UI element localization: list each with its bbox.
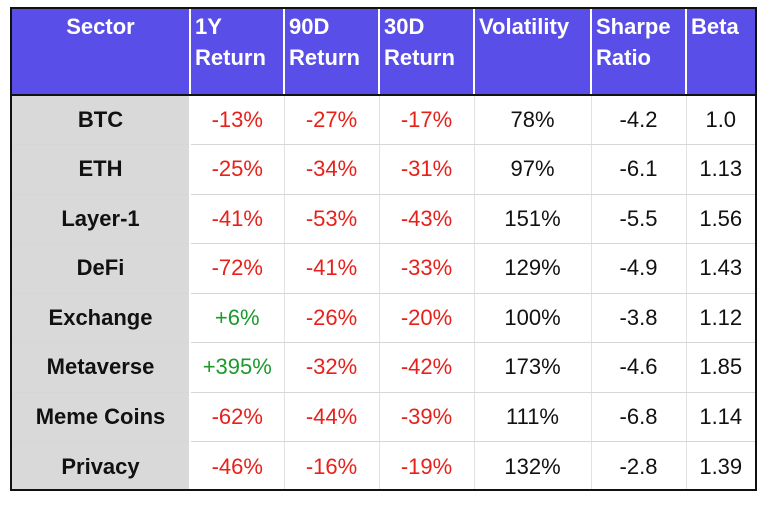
sharpe-ratio-cell: -6.1 [591, 144, 687, 195]
beta-cell: 1.56 [686, 194, 755, 244]
table-row: Privacy -46% -16% -19% 132% -2.8 1.39 [12, 441, 755, 489]
sharpe-ratio-cell: -6.8 [591, 392, 687, 442]
header-line: Return [195, 45, 266, 70]
return-30d-cell: -43% [379, 194, 475, 244]
return-30d-cell: -42% [379, 342, 475, 393]
volatility-cell: 100% [474, 293, 592, 343]
beta-cell: 1.13 [686, 144, 755, 195]
return-90d-cell: -44% [284, 392, 380, 442]
header-cell-30d-return: 30D Return [379, 9, 475, 96]
table-row: ETH -25% -34% -31% 97% -6.1 1.13 [12, 144, 755, 195]
sector-cell: ETH [12, 144, 191, 195]
beta-cell: 1.43 [686, 243, 755, 294]
table-row: Exchange +6% -26% -20% 100% -3.8 1.12 [12, 293, 755, 343]
header-cell-beta: Beta [686, 9, 755, 96]
header-line: Return [289, 45, 360, 70]
return-90d-cell: -16% [284, 441, 380, 489]
data-table: Sector 1Y Return 90D Return 30D Return V… [12, 9, 755, 489]
sector-cell: Metaverse [12, 342, 191, 393]
header-cell-volatility: Volatility [474, 9, 592, 96]
header-row: Sector 1Y Return 90D Return 30D Return V… [12, 9, 755, 96]
sharpe-ratio-cell: -3.8 [591, 293, 687, 343]
return-90d-cell: -41% [284, 243, 380, 294]
header-line: 1Y [195, 14, 222, 39]
return-30d-cell: -20% [379, 293, 475, 343]
return-1y-cell: -62% [190, 392, 285, 442]
return-30d-cell: -31% [379, 144, 475, 195]
volatility-cell: 173% [474, 342, 592, 393]
table-row: Layer-1 -41% -53% -43% 151% -5.5 1.56 [12, 194, 755, 244]
return-1y-cell: -72% [190, 243, 285, 294]
return-1y-cell: -41% [190, 194, 285, 244]
beta-cell: 1.12 [686, 293, 755, 343]
return-90d-cell: -53% [284, 194, 380, 244]
volatility-cell: 129% [474, 243, 592, 294]
return-90d-cell: -27% [284, 95, 380, 145]
return-1y-cell: -46% [190, 441, 285, 489]
header-line: Ratio [596, 45, 651, 70]
table-row: Metaverse +395% -32% -42% 173% -4.6 1.85 [12, 342, 755, 393]
sector-cell: Exchange [12, 293, 191, 343]
volatility-cell: 78% [474, 95, 592, 145]
volatility-cell: 111% [474, 392, 592, 442]
header-cell-sector: Sector [12, 9, 191, 96]
header-cell-sharpe-ratio: Sharpe Ratio [591, 9, 687, 96]
return-30d-cell: -19% [379, 441, 475, 489]
sharpe-ratio-cell: -5.5 [591, 194, 687, 244]
sharpe-ratio-cell: -4.2 [591, 95, 687, 145]
beta-cell: 1.85 [686, 342, 755, 393]
return-90d-cell: -34% [284, 144, 380, 195]
header-line: Volatility [479, 14, 570, 39]
header-cell-90d-return: 90D Return [284, 9, 380, 96]
table-row: BTC -13% -27% -17% 78% -4.2 1.0 [12, 95, 755, 145]
sector-cell: Privacy [12, 441, 191, 489]
header-line: Beta [691, 14, 739, 39]
header-line: 30D [384, 14, 425, 39]
header-cell-1y-return: 1Y Return [190, 9, 285, 96]
return-1y-cell: -13% [190, 95, 285, 145]
header-line: Sector [66, 14, 135, 39]
volatility-cell: 151% [474, 194, 592, 244]
table-row: DeFi -72% -41% -33% 129% -4.9 1.43 [12, 243, 755, 294]
table-row: Meme Coins -62% -44% -39% 111% -6.8 1.14 [12, 392, 755, 442]
volatility-cell: 97% [474, 144, 592, 195]
sector-cell: Layer-1 [12, 194, 191, 244]
header-line: Sharpe [596, 14, 671, 39]
return-1y-cell: +6% [190, 293, 285, 343]
return-30d-cell: -39% [379, 392, 475, 442]
beta-cell: 1.39 [699, 453, 743, 479]
return-1y-cell: +395% [190, 342, 285, 393]
return-30d-cell: -33% [379, 243, 475, 294]
header-line: Return [384, 45, 455, 70]
sharpe-ratio-cell: -4.6 [591, 342, 687, 393]
sector-cell: Meme Coins [12, 392, 191, 442]
sharpe-ratio-cell: -2.8 [591, 441, 687, 489]
header-line: 90D [289, 14, 330, 39]
sharpe-ratio-cell: -4.9 [591, 243, 687, 294]
beta-cell: 1.14 [686, 392, 755, 442]
return-1y-cell: -25% [190, 144, 285, 195]
beta-cell: 1.0 [686, 95, 755, 145]
table-body: BTC -13% -27% -17% 78% -4.2 1.0 ETH -25% -34% -31%… [12, 95, 755, 489]
return-30d-cell: -17% [379, 95, 475, 145]
sector-cell: BTC [12, 95, 191, 145]
volatility-cell: 132% [474, 441, 592, 489]
return-90d-cell: -26% [284, 293, 380, 343]
return-90d-cell: -32% [284, 342, 380, 393]
sector-performance-table: Sector 1Y Return 90D Return 30D Return V… [10, 7, 757, 491]
sector-cell: DeFi [12, 243, 191, 294]
